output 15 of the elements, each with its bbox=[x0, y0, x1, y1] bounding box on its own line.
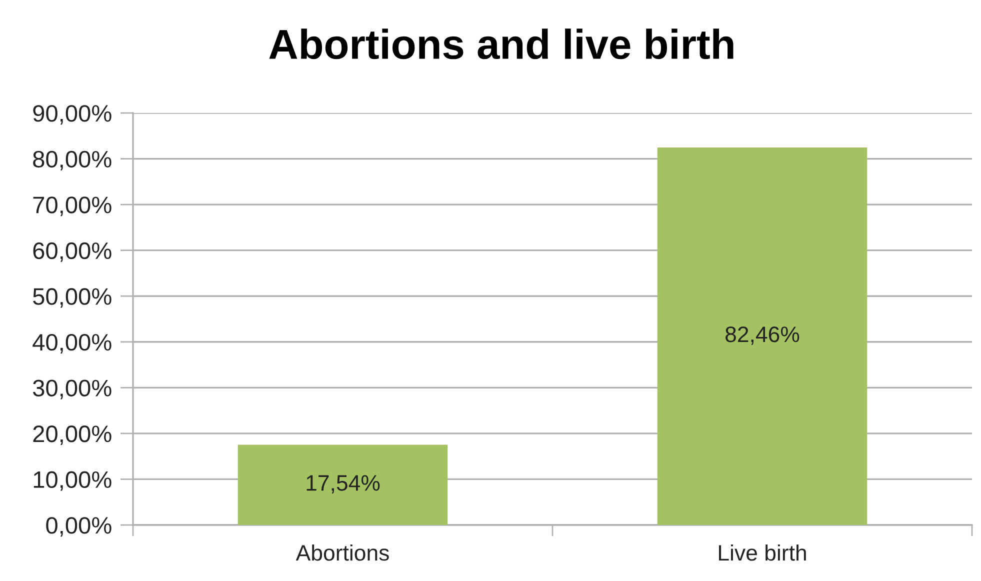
x-tick-label: Live birth bbox=[718, 544, 806, 561]
y-tick-label: 60,00% bbox=[33, 242, 112, 262]
y-tick-label: 30,00% bbox=[32, 380, 112, 400]
y-tick-label: 40,00% bbox=[32, 334, 112, 354]
data-label: 82,46% bbox=[726, 326, 800, 345]
y-tick-label: 50,00% bbox=[33, 288, 112, 308]
y-tick-label: 20,00% bbox=[33, 426, 112, 446]
y-tick-label: 0,00% bbox=[46, 517, 112, 537]
y-tick-label: 90,00% bbox=[33, 105, 112, 125]
y-tick-label: 10,00% bbox=[34, 471, 112, 491]
y-tick-label: 80,00% bbox=[33, 150, 112, 170]
x-tick-label: Abortions bbox=[296, 544, 389, 561]
chart-title: Abortions and live birth bbox=[269, 28, 734, 60]
data-label: 17,54% bbox=[306, 475, 380, 494]
y-tick-label: 70,00% bbox=[33, 196, 112, 216]
